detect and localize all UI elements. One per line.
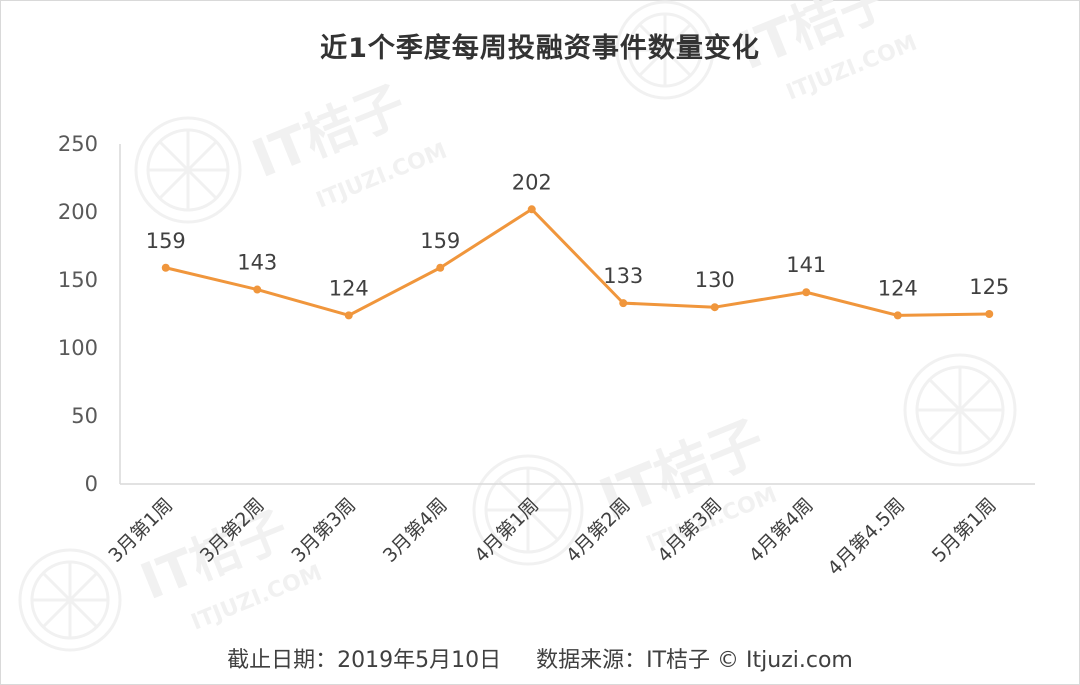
- watermark-logo-icon: [134, 116, 242, 224]
- data-label: 133: [603, 264, 643, 288]
- y-tick-label: 0: [85, 472, 98, 496]
- data-label: 141: [786, 253, 826, 277]
- data-point: [985, 310, 994, 318]
- chart-footer: 截止日期：2019年5月10日 数据来源：IT桔子 © Itjuzi.com: [0, 642, 1080, 674]
- y-tick-label: 150: [58, 268, 98, 292]
- data-point: [344, 311, 353, 320]
- footer-source: 数据来源：IT桔子 © Itjuzi.com: [536, 648, 853, 673]
- y-tick-label: 50: [71, 404, 98, 428]
- data-label: 125: [969, 275, 1009, 299]
- watermark-logo-icon: [615, 0, 715, 100]
- watermark-logo-icon: [18, 548, 122, 652]
- data-labels: 159 143 124 159 202 133 130 141 124 125: [146, 170, 1010, 300]
- footer-date: 截止日期：2019年5月10日: [227, 648, 502, 673]
- data-point: [893, 311, 902, 320]
- data-point: [436, 263, 445, 272]
- data-label: 130: [695, 268, 735, 292]
- axes: [119, 144, 1035, 485]
- data-label: 124: [878, 276, 918, 300]
- x-tick-label: 4月第4.5周: [824, 494, 910, 580]
- data-point: [527, 205, 536, 214]
- watermark-logo-icon: [903, 353, 1017, 467]
- watermark-logo-icon: [472, 454, 584, 566]
- data-label: 143: [237, 251, 277, 275]
- x-tick-label: 4月第1周: [470, 494, 543, 567]
- chart-title: 近1个季度每周投融资事件数量变化: [320, 33, 760, 64]
- x-tick-label: 3月第4周: [379, 494, 452, 567]
- data-point: [802, 288, 811, 297]
- x-tick-label: 3月第3周: [287, 494, 360, 567]
- series-polyline: [165, 207, 990, 317]
- y-tick-label: 100: [58, 336, 98, 360]
- x-tick-label: 4月第2周: [562, 494, 635, 567]
- y-tick-label: 200: [58, 200, 98, 224]
- data-point: [161, 263, 170, 272]
- y-axis-ticks: 0 50 100 150 200 250: [58, 132, 98, 496]
- series-points: [161, 205, 994, 320]
- data-label: 159: [420, 229, 460, 253]
- x-tick-label: 5月第1周: [928, 494, 1001, 567]
- data-label: 159: [146, 229, 186, 253]
- y-tick-label: 250: [58, 132, 98, 156]
- data-label: 202: [512, 170, 552, 194]
- data-point: [253, 285, 262, 294]
- data-label: 124: [329, 276, 369, 300]
- series-line: [165, 207, 990, 317]
- data-point: [619, 299, 628, 308]
- data-point: [710, 303, 719, 312]
